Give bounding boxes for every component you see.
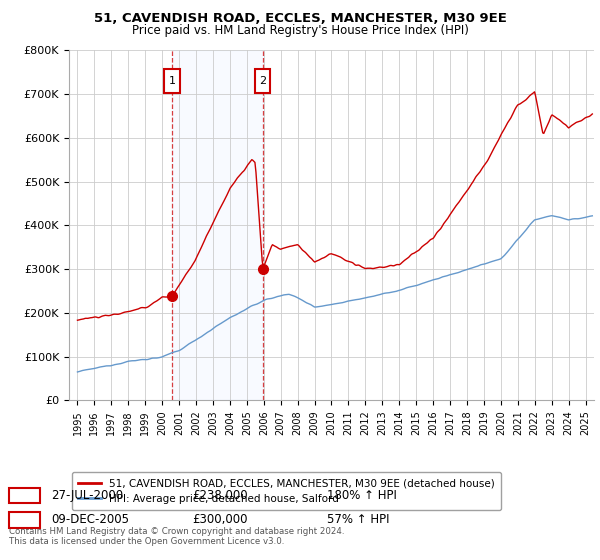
Text: Contains HM Land Registry data © Crown copyright and database right 2024.
This d: Contains HM Land Registry data © Crown c… (9, 526, 344, 546)
Text: Price paid vs. HM Land Registry's House Price Index (HPI): Price paid vs. HM Land Registry's House … (131, 24, 469, 37)
Text: 2: 2 (21, 513, 28, 526)
Bar (164, 69, 179, 94)
Text: 1: 1 (169, 76, 175, 86)
Text: £300,000: £300,000 (192, 513, 248, 526)
Text: 2: 2 (259, 76, 266, 86)
Bar (172, 50, 263, 400)
Text: 1: 1 (21, 489, 28, 502)
Text: 57% ↑ HPI: 57% ↑ HPI (327, 513, 389, 526)
Text: £238,000: £238,000 (192, 489, 248, 502)
Bar (255, 69, 271, 94)
Text: 51, CAVENDISH ROAD, ECCLES, MANCHESTER, M30 9EE: 51, CAVENDISH ROAD, ECCLES, MANCHESTER, … (94, 12, 506, 25)
Text: 27-JUL-2000: 27-JUL-2000 (51, 489, 123, 502)
Legend: 51, CAVENDISH ROAD, ECCLES, MANCHESTER, M30 9EE (detached house), HPI: Average p: 51, CAVENDISH ROAD, ECCLES, MANCHESTER, … (71, 472, 501, 510)
Text: 180% ↑ HPI: 180% ↑ HPI (327, 489, 397, 502)
Text: 09-DEC-2005: 09-DEC-2005 (51, 513, 129, 526)
